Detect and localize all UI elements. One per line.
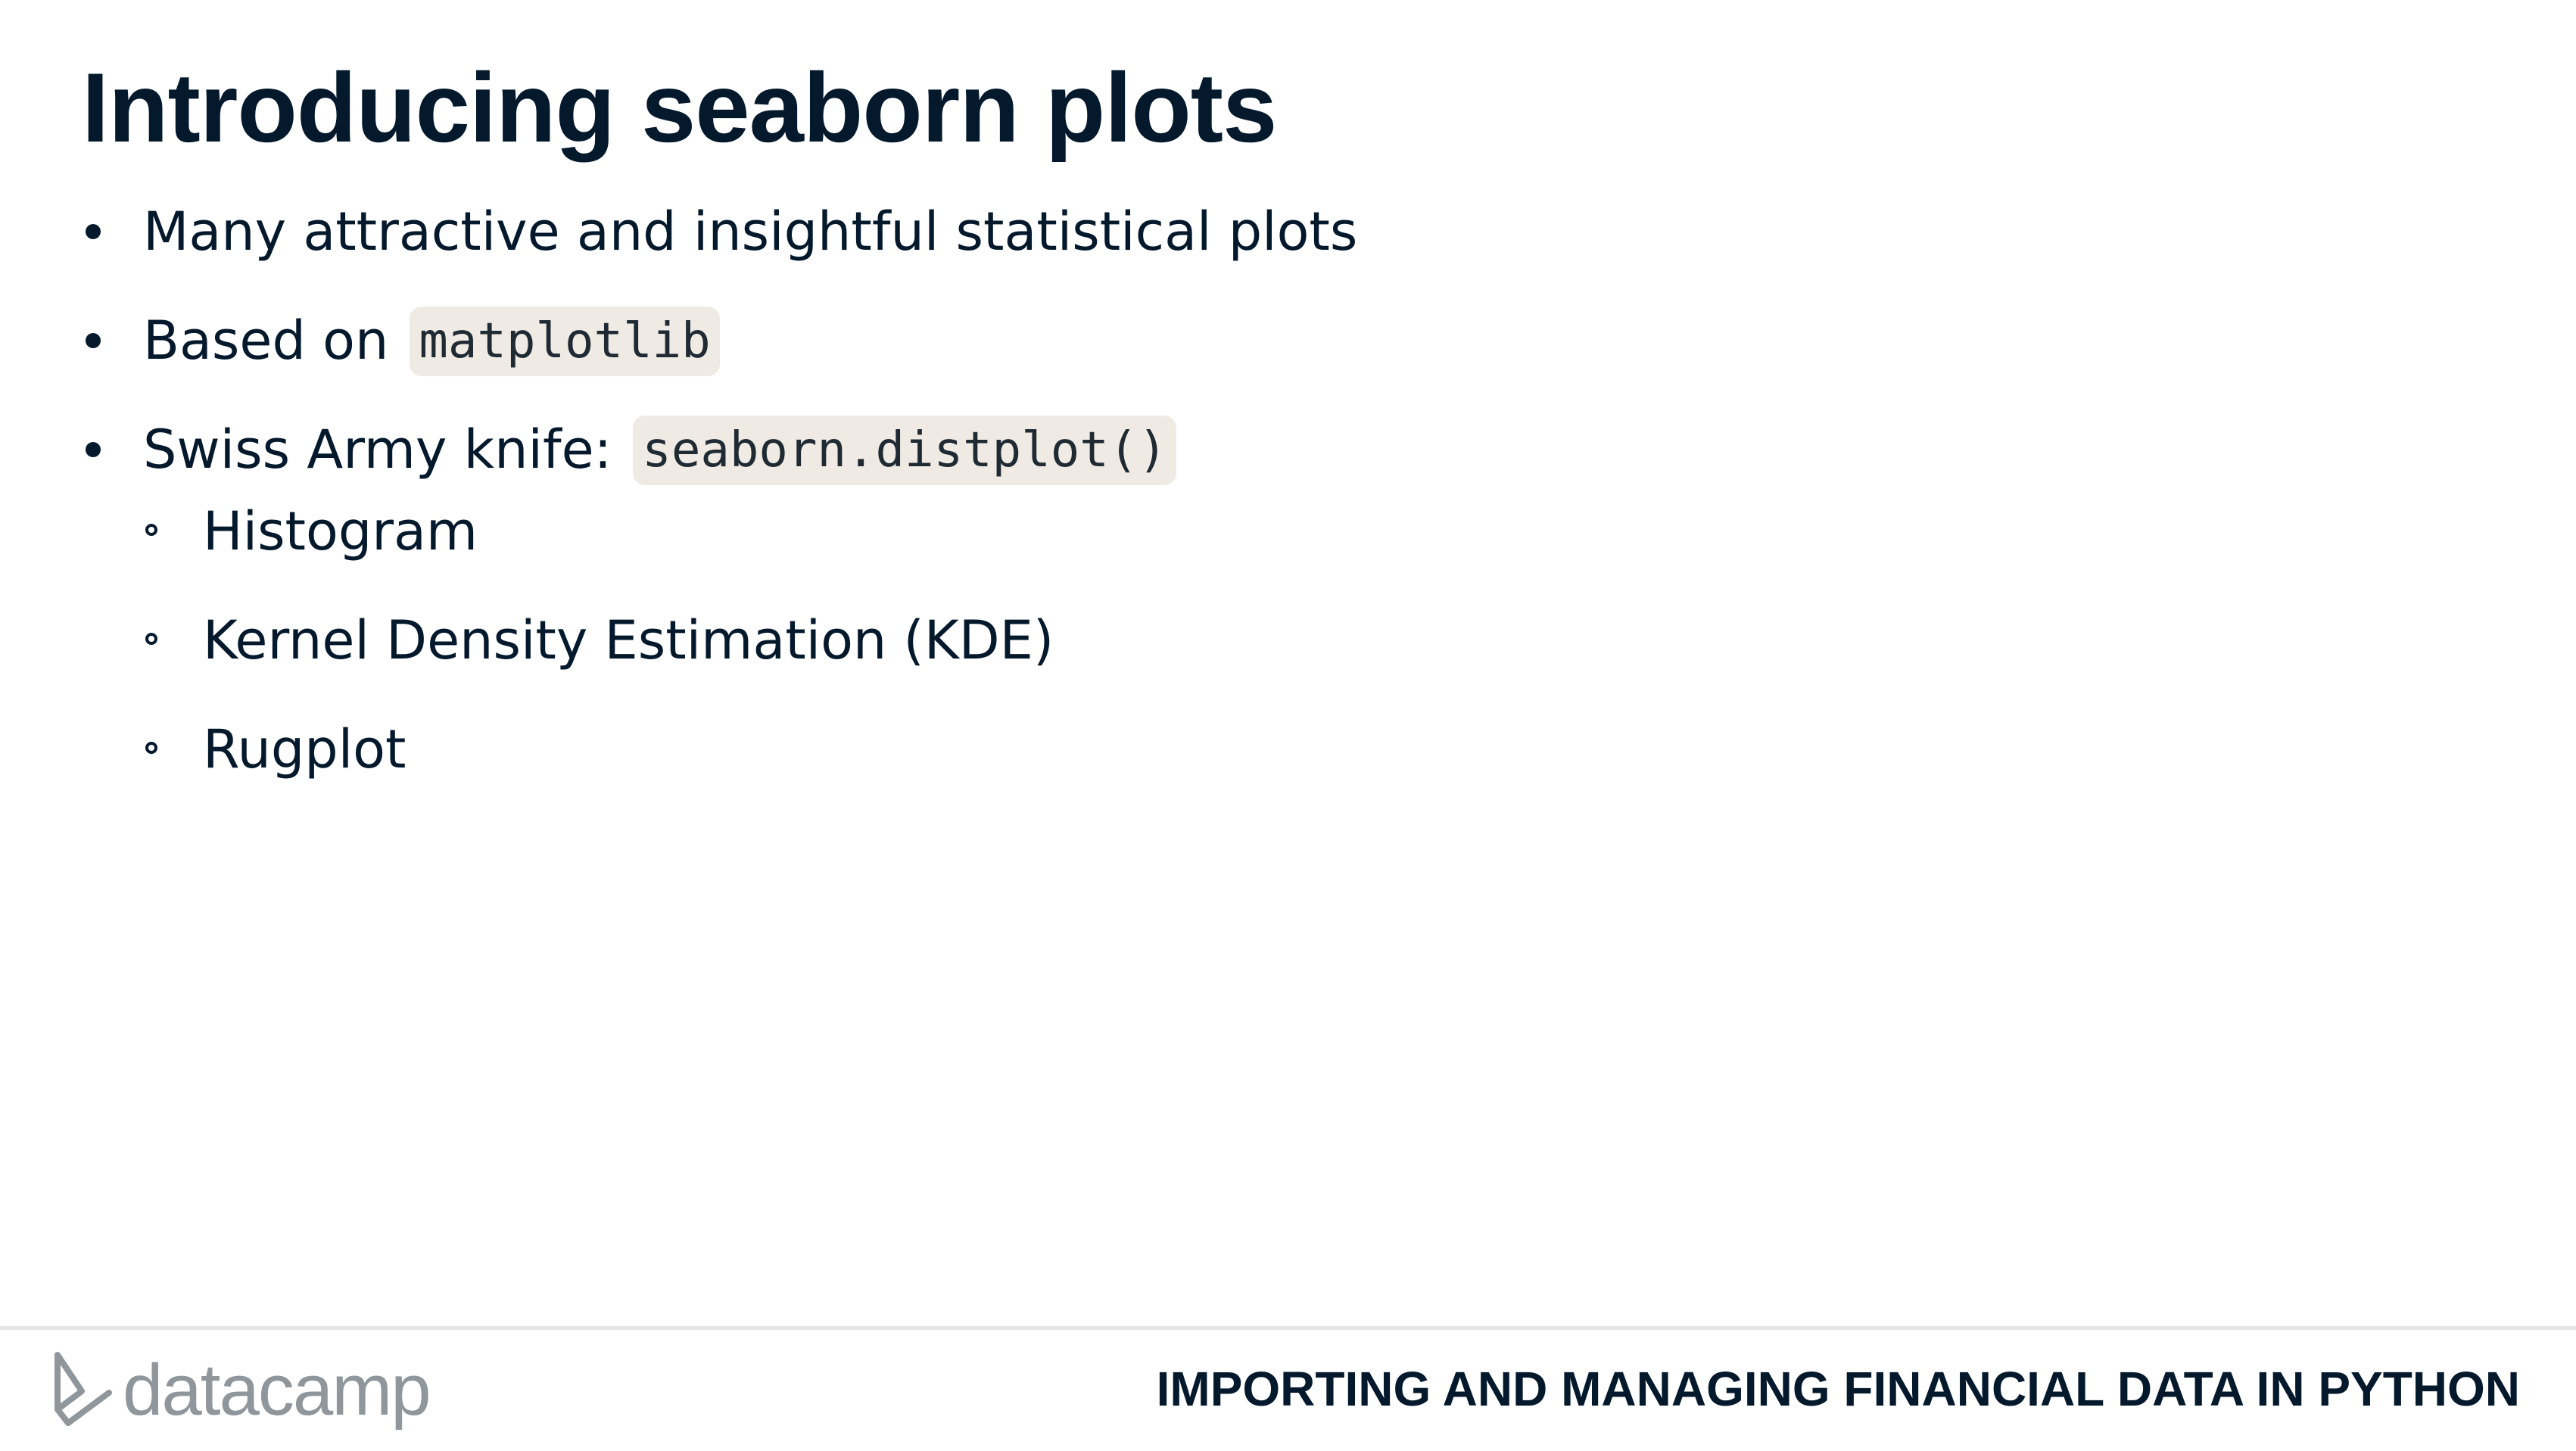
- sub-bullet-text: Kernel Density Estimation (KDE): [203, 609, 1054, 671]
- bullet-dot: [86, 333, 101, 348]
- datacamp-logo-icon: [55, 1352, 112, 1426]
- bullet-list: Many attractive and insightful statistic…: [86, 201, 1358, 780]
- bullet-dot: [86, 224, 101, 239]
- inline-code: matplotlib: [410, 306, 720, 376]
- inline-code: seaborn.distplot(): [633, 415, 1176, 485]
- sub-bullet-text: Histogram: [203, 500, 478, 562]
- sub-bullet-ring: [145, 633, 157, 645]
- course-title: IMPORTING AND MANAGING FINANCIAL DATA IN…: [1156, 1362, 2520, 1416]
- sub-bullet-ring: [145, 524, 157, 536]
- bullet-dot: [86, 442, 101, 457]
- bullet-text: Swiss Army knife:: [143, 419, 612, 481]
- sub-bullet-text: Rugplot: [203, 718, 406, 780]
- slide-title: Introducing seaborn plots: [82, 52, 1277, 163]
- datacamp-logo: datacamp: [51, 1349, 445, 1432]
- bullet-text-with-code: Swiss Army knife: seaborn.distplot(): [143, 413, 1176, 488]
- bullet-text: Many attractive and insightful statistic…: [143, 201, 1358, 263]
- datacamp-logo-text: datacamp: [123, 1350, 431, 1431]
- bullet-text-with-code: Based on matplotlib: [143, 304, 720, 379]
- sub-bullet-ring: [145, 742, 157, 754]
- bullet-text: Based on: [143, 310, 389, 372]
- footer-divider: [0, 1326, 2576, 1330]
